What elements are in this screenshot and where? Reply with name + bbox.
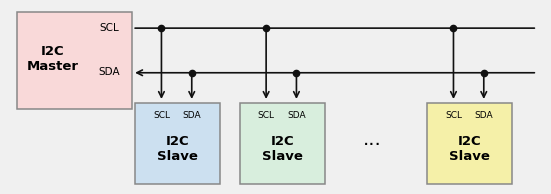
Text: SCL: SCL <box>99 23 119 33</box>
FancyBboxPatch shape <box>427 103 512 184</box>
Text: SCL: SCL <box>445 111 462 120</box>
Text: I2C
Slave: I2C Slave <box>449 135 490 163</box>
FancyBboxPatch shape <box>135 103 220 184</box>
Text: SCL: SCL <box>153 111 170 120</box>
FancyBboxPatch shape <box>240 103 325 184</box>
Text: I2C
Slave: I2C Slave <box>157 135 198 163</box>
Text: I2C
Master: I2C Master <box>26 45 78 73</box>
Text: I2C
Slave: I2C Slave <box>262 135 303 163</box>
Text: SDA: SDA <box>474 111 493 120</box>
Text: SDA: SDA <box>287 111 306 120</box>
Text: SDA: SDA <box>98 67 120 77</box>
Text: SDA: SDA <box>182 111 201 120</box>
Text: ···: ··· <box>363 136 381 155</box>
FancyBboxPatch shape <box>17 12 132 109</box>
Text: SCL: SCL <box>258 111 274 120</box>
